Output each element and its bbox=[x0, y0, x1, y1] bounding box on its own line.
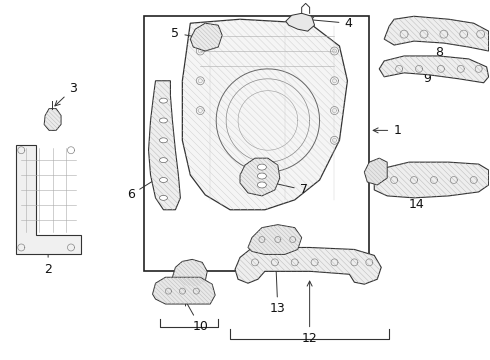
Polygon shape bbox=[248, 225, 302, 255]
Polygon shape bbox=[152, 277, 215, 304]
Polygon shape bbox=[240, 158, 280, 196]
Polygon shape bbox=[44, 109, 61, 130]
Polygon shape bbox=[172, 260, 207, 286]
Polygon shape bbox=[148, 81, 180, 210]
Text: 14: 14 bbox=[406, 185, 425, 211]
Polygon shape bbox=[235, 247, 381, 284]
Text: 11: 11 bbox=[192, 276, 213, 303]
Polygon shape bbox=[190, 23, 222, 51]
Polygon shape bbox=[182, 19, 347, 210]
Ellipse shape bbox=[257, 164, 267, 170]
Bar bbox=[144, 16, 369, 271]
Ellipse shape bbox=[159, 177, 168, 183]
Ellipse shape bbox=[159, 138, 168, 143]
Text: 8: 8 bbox=[435, 37, 446, 59]
Ellipse shape bbox=[159, 98, 168, 103]
Polygon shape bbox=[374, 162, 489, 198]
Text: 13: 13 bbox=[270, 243, 286, 315]
Text: 9: 9 bbox=[423, 66, 433, 85]
Text: 7: 7 bbox=[264, 180, 308, 197]
Polygon shape bbox=[384, 16, 489, 51]
Ellipse shape bbox=[159, 118, 168, 123]
Text: 12: 12 bbox=[302, 281, 318, 345]
Text: 4: 4 bbox=[309, 17, 352, 30]
Polygon shape bbox=[379, 56, 489, 83]
Polygon shape bbox=[286, 13, 315, 31]
Ellipse shape bbox=[159, 195, 168, 201]
Text: 3: 3 bbox=[55, 82, 77, 106]
Ellipse shape bbox=[159, 158, 168, 163]
Polygon shape bbox=[365, 158, 387, 185]
Ellipse shape bbox=[257, 182, 267, 188]
Polygon shape bbox=[16, 145, 81, 255]
Text: 1: 1 bbox=[373, 124, 401, 137]
Text: 10: 10 bbox=[185, 301, 208, 333]
Text: 2: 2 bbox=[44, 243, 52, 276]
Text: 5: 5 bbox=[172, 27, 204, 40]
Ellipse shape bbox=[257, 173, 267, 179]
Text: 6: 6 bbox=[127, 177, 159, 201]
